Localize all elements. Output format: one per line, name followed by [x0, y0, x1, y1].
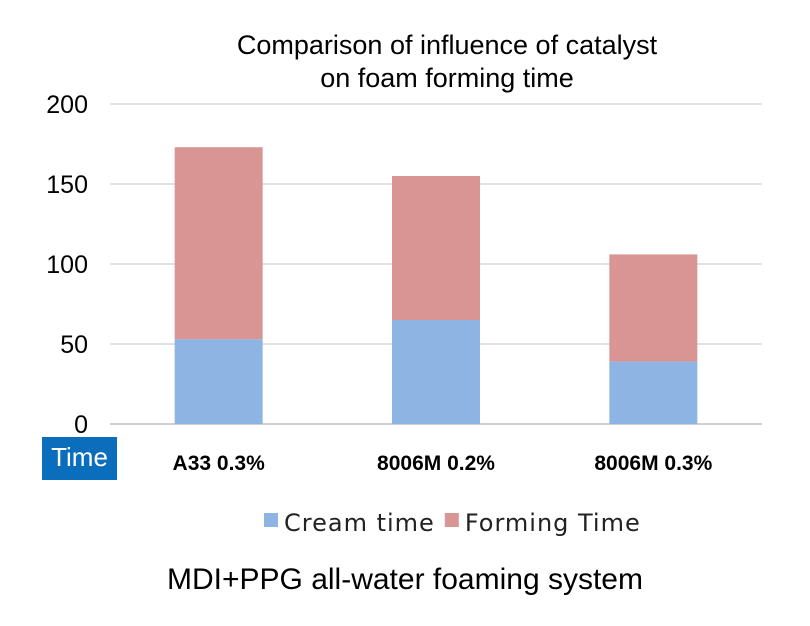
bar-cream-time — [609, 361, 698, 424]
bar-forming-time — [392, 176, 480, 320]
legend: Cream time Forming Time — [264, 509, 641, 537]
legend-label: Forming Time — [465, 509, 641, 537]
bar-forming-time — [609, 254, 698, 362]
y-tick-label: 100 — [46, 251, 88, 279]
x-tick-label: 8006M 0.2% — [377, 452, 495, 475]
y-tick-label: 200 — [46, 91, 88, 119]
x-tick-label: A33 0.3% — [173, 452, 266, 475]
chart-title-line: Comparison of influence of catalyst — [237, 30, 658, 60]
bar-cream-time — [392, 320, 480, 424]
x-tick-label: 8006M 0.3% — [594, 452, 712, 475]
y-tick-label: 50 — [60, 331, 88, 359]
legend-swatch — [264, 513, 278, 527]
chart-title-line: on foam forming time — [320, 63, 574, 93]
legend-label: Cream time — [284, 509, 435, 537]
bars — [174, 147, 698, 424]
chart-caption: MDI+PPG all-water foaming system — [167, 563, 643, 596]
legend-swatch — [444, 513, 459, 527]
bar-forming-time — [174, 147, 263, 340]
y-axis-ticks: 0 50 100 150 200 — [46, 91, 88, 439]
y-tick-label: 0 — [74, 411, 88, 439]
bar-cream-time — [174, 339, 263, 424]
y-axis-label: Time — [42, 437, 117, 480]
y-tick-label: 150 — [46, 171, 88, 199]
x-axis-ticks: A33 0.3% 8006M 0.2% 8006M 0.3% — [173, 452, 713, 475]
